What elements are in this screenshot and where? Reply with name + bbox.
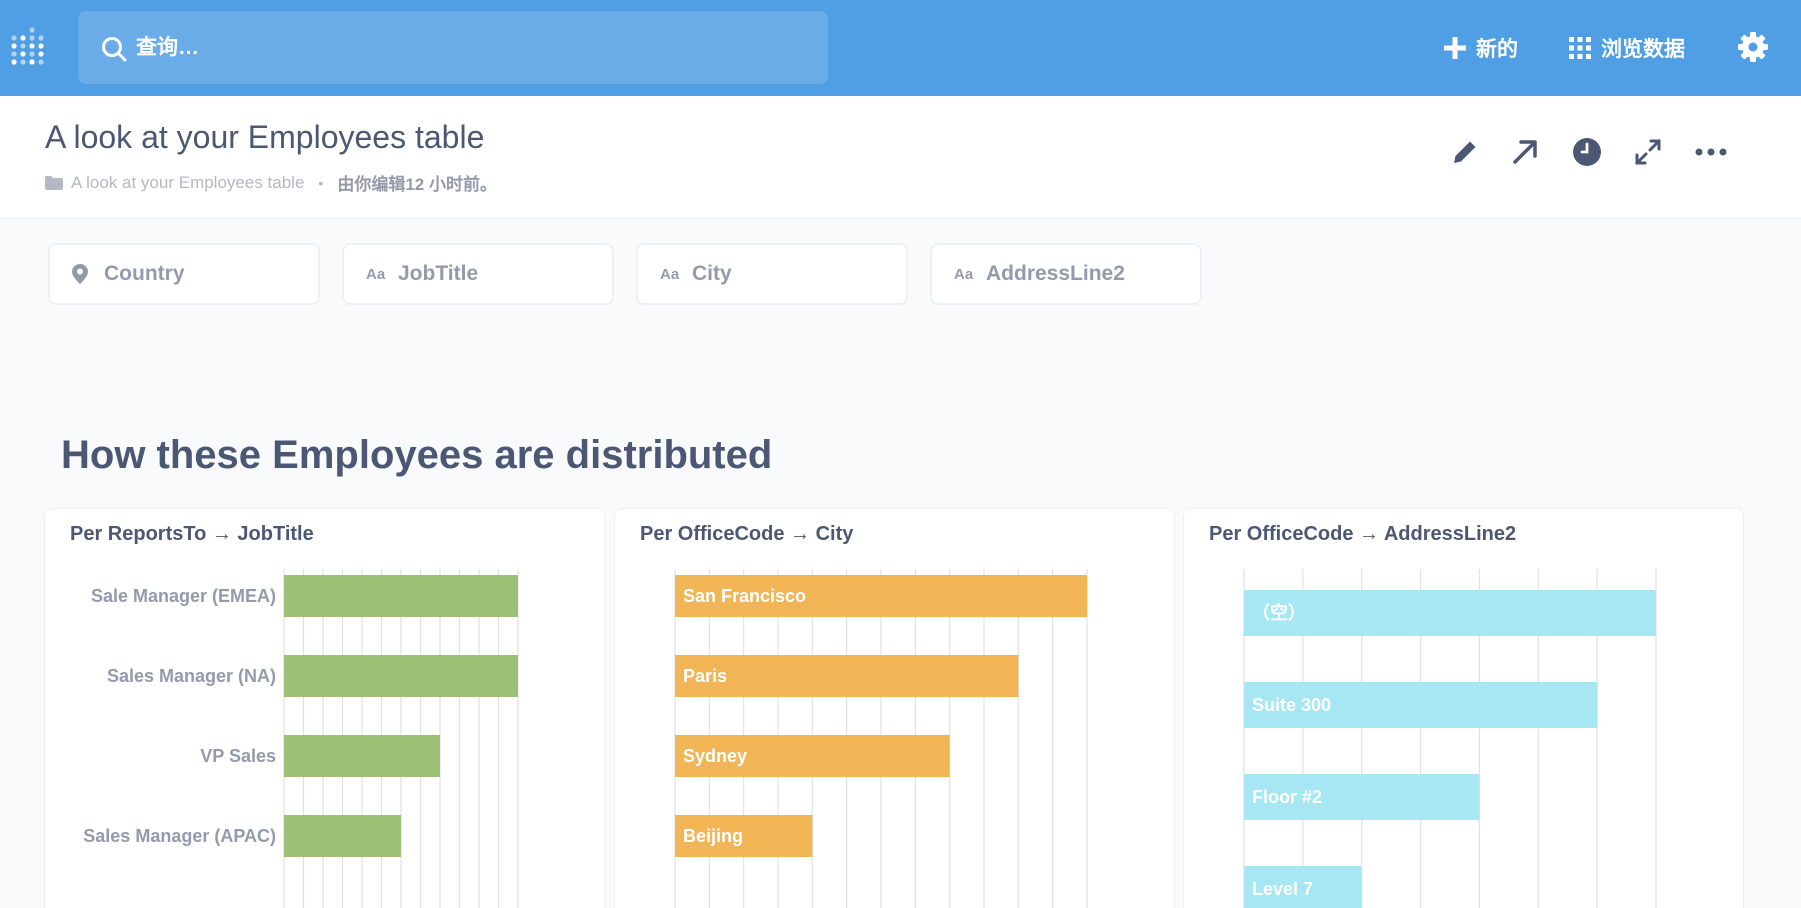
bar[interactable] [284, 655, 518, 697]
location-pin-icon [72, 264, 104, 284]
more-icon [1695, 148, 1727, 156]
filter-addressline2-label: AddressLine2 [986, 262, 1125, 285]
filter-addressline2[interactable]: Aa AddressLine2 [930, 243, 1202, 305]
fullscreen-icon [1635, 139, 1661, 165]
dashboard-header: A look at your Employees table A look at… [0, 96, 1801, 219]
category-label: VP Sales [200, 746, 276, 766]
category-label: Sales Manager (NA) [107, 666, 276, 686]
chart-card-addressline2[interactable]: Per OfficeCode → AddressLine2 （空） Suite 3… [1183, 508, 1744, 908]
metabase-logo-icon[interactable] [10, 24, 50, 68]
chart-title[interactable]: Per OfficeCode → City [640, 523, 854, 545]
breadcrumb-separator: • [318, 174, 324, 191]
folder-icon [45, 175, 63, 190]
filter-country[interactable]: Country [48, 243, 320, 305]
text-type-icon: Aa [366, 265, 386, 283]
more-options-button[interactable] [1693, 134, 1729, 170]
breadcrumb-collection-link[interactable]: A look at your Employees table [71, 172, 305, 192]
bar[interactable] [1244, 774, 1480, 820]
top-navbar: 新的 浏览数据 [0, 0, 1801, 96]
category-label: Beijing [683, 826, 743, 846]
category-label: Sales Manager (APAC) [83, 826, 276, 846]
new-button-label: 新的 [1476, 38, 1518, 61]
page-title: A look at your Employees table [45, 119, 485, 155]
category-label: （空） [1252, 602, 1306, 623]
bar-chart: Sale Manager (EMEA) Sales Manager (NA) VP … [83, 569, 519, 908]
bar[interactable] [675, 815, 813, 857]
category-label: Sale Manager (EMEA) [91, 586, 276, 606]
category-label: Suite 300 [1252, 695, 1331, 715]
category-label: Sydney [683, 746, 747, 766]
breadcrumb: A look at your Employees table • 由你编辑12 … [45, 170, 497, 195]
last-edited-text[interactable]: 由你编辑12 小时前。 [337, 175, 497, 194]
fullscreen-button[interactable] [1630, 134, 1666, 170]
filter-jobtitle[interactable]: Aa JobTitle [342, 243, 614, 305]
share-button[interactable] [1507, 134, 1543, 170]
chart-title[interactable]: Per OfficeCode → AddressLine2 [1209, 523, 1517, 545]
bar[interactable] [675, 735, 950, 777]
bar[interactable] [284, 815, 401, 857]
clock-icon [1573, 138, 1601, 166]
search-bar[interactable] [78, 11, 828, 84]
bar[interactable] [1244, 590, 1656, 636]
category-label: Level 7 [1252, 879, 1313, 899]
bar[interactable] [675, 655, 1019, 697]
text-type-icon: Aa [660, 265, 680, 283]
bar[interactable] [284, 735, 440, 777]
revision-history-button[interactable] [1569, 134, 1605, 170]
filter-jobtitle-label: JobTitle [398, 262, 479, 285]
category-label: Paris [683, 666, 727, 686]
section-heading: How these Employees are distributed [61, 433, 773, 477]
browse-data-button[interactable]: 浏览数据 [1569, 30, 1685, 66]
category-label: Floor #2 [1252, 787, 1322, 807]
filter-city-label: City [692, 262, 732, 285]
bar[interactable] [1244, 866, 1362, 908]
plus-icon [1444, 37, 1466, 59]
filter-country-label: Country [104, 262, 185, 285]
new-button[interactable]: 新的 [1444, 30, 1518, 66]
bar[interactable] [1244, 682, 1598, 728]
grid-icon [1569, 37, 1591, 59]
text-type-icon: Aa [954, 265, 974, 283]
browse-data-label: 浏览数据 [1601, 38, 1685, 61]
gear-icon[interactable] [1737, 31, 1769, 63]
category-label: San Francisco [683, 586, 806, 606]
pencil-icon [1454, 141, 1476, 163]
chart-card-jobtitle[interactable]: Per ReportsTo → JobTitle Sale Manager (E… [44, 508, 605, 908]
chart-card-city[interactable]: Per OfficeCode → City San Francisco Paris… [614, 508, 1175, 908]
bar-chart: San Francisco Paris Sydney Beijing [674, 569, 1088, 908]
chart-title[interactable]: Per ReportsTo → JobTitle [70, 523, 314, 545]
arrow-up-right-icon [1513, 140, 1537, 164]
filter-city[interactable]: Aa City [636, 243, 908, 305]
bar[interactable] [284, 575, 518, 617]
bar-chart: （空） Suite 300 Floor #2 Level 7 [1243, 569, 1657, 908]
bar[interactable] [675, 575, 1087, 617]
edit-dashboard-button[interactable] [1447, 134, 1483, 170]
search-icon [102, 37, 127, 62]
search-input[interactable] [136, 11, 796, 84]
